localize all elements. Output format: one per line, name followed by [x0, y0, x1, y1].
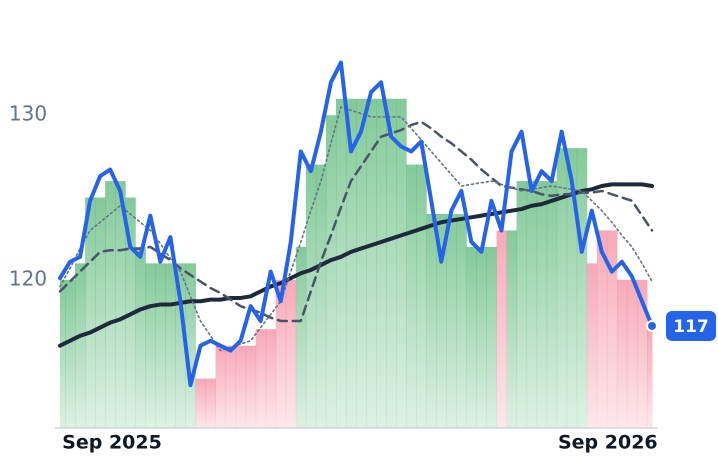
bar: [476, 246, 487, 428]
bar: [546, 181, 558, 428]
bar: [285, 279, 297, 428]
bar: [356, 98, 367, 429]
end-label: 117: [673, 317, 709, 337]
bar: [566, 148, 578, 428]
bar: [506, 230, 518, 428]
x-tick-label: Sep 2025: [62, 432, 162, 454]
y-tick-label: 130: [9, 102, 47, 126]
bar: [255, 329, 267, 428]
bar: [195, 378, 206, 428]
bar: [65, 279, 76, 428]
x-tick-label: Sep 2026: [558, 432, 658, 454]
bar: [556, 148, 568, 428]
lines: [58, 60, 654, 388]
bar: [145, 263, 156, 428]
bar: [165, 263, 176, 428]
bar: [95, 197, 106, 428]
bar: [275, 279, 287, 428]
bar: [606, 230, 618, 428]
bar: [295, 246, 307, 428]
bar: [496, 230, 508, 428]
bar: [486, 246, 497, 428]
bar: [626, 279, 638, 428]
bar: [456, 214, 467, 428]
bar: [586, 263, 598, 428]
bar: [205, 378, 217, 428]
series-line: [58, 60, 654, 388]
bar: [345, 98, 357, 429]
bar: [315, 164, 327, 428]
bar: [75, 263, 86, 428]
series-line: [59, 106, 653, 352]
bar: [426, 214, 437, 428]
bar: [135, 246, 146, 428]
end-marker: [646, 319, 658, 332]
bar: [366, 98, 377, 429]
bar: [335, 98, 347, 429]
bar: [516, 181, 528, 428]
bar: [265, 329, 277, 428]
bar: [215, 345, 227, 428]
bar: [406, 164, 417, 428]
bar: [386, 98, 397, 429]
bar: [225, 345, 237, 428]
bar: [596, 230, 608, 428]
bar: [85, 197, 96, 428]
series-line: [58, 182, 654, 348]
bar: [245, 345, 257, 428]
bar: [466, 246, 477, 428]
bar: [616, 279, 628, 428]
end-label-box: [666, 310, 716, 341]
series-line: [58, 120, 654, 323]
background-bars: [60, 98, 653, 429]
bar: [105, 181, 116, 428]
bar: [446, 214, 457, 428]
bar: [396, 98, 407, 429]
bar: [235, 345, 247, 428]
bar: [636, 279, 648, 428]
bar: [536, 181, 548, 428]
bar: [155, 263, 166, 428]
labels: 120 130 Sep 2025 Sep 2026 117: [9, 102, 716, 454]
bar: [576, 148, 588, 428]
bar: [376, 98, 387, 429]
bar: [416, 164, 427, 428]
bar: [175, 263, 186, 428]
bar: [526, 181, 538, 428]
bar: [436, 214, 447, 428]
bar: [305, 164, 317, 428]
bar: [115, 181, 126, 428]
bar: [646, 329, 653, 428]
bar: [60, 279, 66, 428]
bar: [325, 115, 337, 428]
bar: [185, 263, 196, 428]
y-tick-label: 120: [9, 266, 47, 290]
